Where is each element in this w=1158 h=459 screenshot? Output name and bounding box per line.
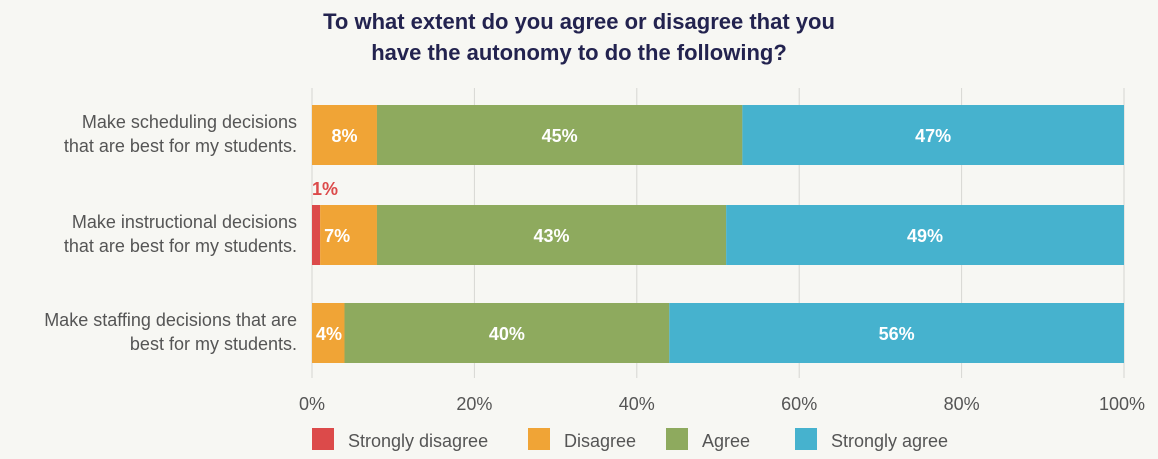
legend-swatch [528,428,550,450]
bar-segment [669,303,1124,363]
legend-swatch [795,428,817,450]
bar-segment [376,105,743,165]
bar-data-label: 47% [915,126,951,146]
legend-label: Strongly disagree [348,431,488,451]
bar-data-label: 56% [879,324,915,344]
category-label-line: Make instructional decisions [72,212,297,232]
chart-title-line-2: have the autonomy to do the following? [371,40,787,65]
bar-segment [376,205,727,265]
x-tick-label: 40% [619,394,655,414]
bar-segment [726,205,1124,265]
bar-data-label: 40% [489,324,525,344]
legend-label: Strongly agree [831,431,948,451]
bar-segment [320,205,377,265]
bar-data-label: 45% [542,126,578,146]
bar-segment [742,105,1124,165]
bar-data-label: 4% [316,324,342,344]
chart-title: To what extent do you agree or disagree … [0,6,1158,68]
legend-swatch [666,428,688,450]
bar-data-label: 49% [907,226,943,246]
bar-segment [344,303,670,363]
bar-segment [312,303,345,363]
bar-data-label: 1% [312,179,338,199]
x-tick-label: 60% [781,394,817,414]
x-tick-label: 20% [456,394,492,414]
legend-label: Disagree [564,431,636,451]
category-label-line: best for my students. [130,334,297,354]
legend-label: Agree [702,431,750,451]
category-label-line: that are best for my students. [64,136,297,156]
bar-segment [312,105,377,165]
category-label: Make instructional decisions that are bes… [64,212,297,256]
x-tick-label: 0% [299,394,325,414]
bar-data-label: 8% [331,126,357,146]
category-label-line: Make scheduling decisions [82,112,297,132]
category-label-line: Make staffing decisions that are [44,310,297,330]
chart-title-line-1: To what extent do you agree or disagree … [323,9,835,34]
bar-data-label: 7% [324,226,350,246]
x-tick-label: 80% [944,394,980,414]
category-label: Make staffing decisions that are best for… [44,310,297,354]
x-tick-label: 100% [1099,394,1145,414]
category-label: Make scheduling decisions that are best f… [64,112,297,156]
category-label-line: that are best for my students. [64,236,297,256]
legend-swatch [312,428,334,450]
bar-segment [312,205,321,265]
bar-data-label: 43% [534,226,570,246]
